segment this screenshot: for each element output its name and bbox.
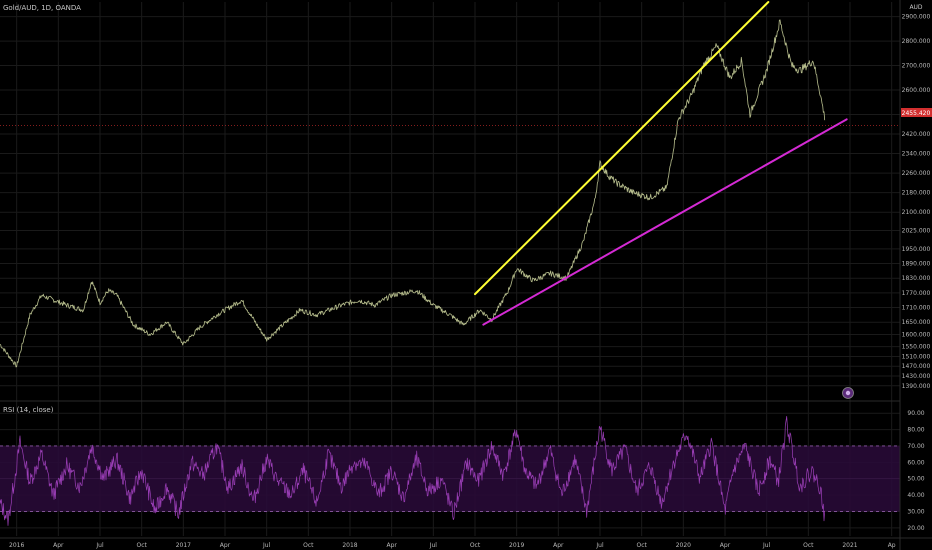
- time-tick-label: Jul: [262, 542, 271, 549]
- price-tick-label: 1830.000: [902, 275, 931, 282]
- price-axis[interactable]: 2900.0002800.0002700.0002600.0002500.000…: [902, 14, 931, 390]
- rsi-tick-label: 60.00: [907, 459, 924, 466]
- price-tick-label: 2340.000: [902, 151, 931, 158]
- chart-title: Gold/AUD, 1D, OANDA: [3, 4, 81, 12]
- rsi-tick-label: 80.00: [907, 427, 924, 434]
- last-price-value: 2455.420: [902, 110, 931, 117]
- time-tick-label: 2017: [176, 542, 191, 549]
- last-price-tag: 2455.420: [901, 108, 932, 117]
- time-tick-label: 2020: [676, 542, 691, 549]
- time-tick-label: Oct: [303, 542, 314, 549]
- time-tick-label: Apr: [220, 542, 231, 549]
- time-tick-label: Jul: [95, 542, 104, 549]
- price-tick-label: 2800.000: [902, 38, 931, 45]
- rsi-plot[interactable]: [0, 415, 826, 526]
- time-tick-label: Oct: [636, 542, 647, 549]
- price-tick-label: 1710.000: [902, 305, 931, 312]
- price-tick-label: 2180.000: [902, 190, 931, 197]
- rsi-tick-label: 90.00: [907, 410, 924, 417]
- time-tick-label: 2016: [9, 542, 24, 549]
- time-tick-label: Ap: [888, 542, 896, 549]
- price-tick-label: 1470.000: [902, 363, 931, 370]
- price-tick-label: 1770.000: [902, 290, 931, 297]
- price-tick-label: 1430.000: [902, 373, 931, 380]
- lower-trendline[interactable]: [482, 118, 848, 326]
- price-tick-label: 1890.000: [902, 261, 931, 268]
- price-tick-label: 2420.000: [902, 131, 931, 138]
- time-tick-label: Apr: [553, 542, 564, 549]
- time-tick-label: Apr: [386, 542, 397, 549]
- price-tick-label: 2600.000: [902, 87, 931, 94]
- price-tick-label: 1550.000: [902, 344, 931, 351]
- rsi-tick-label: 20.00: [907, 525, 924, 532]
- price-tick-label: 2260.000: [902, 170, 931, 177]
- rsi-tick-label: 40.00: [907, 492, 924, 499]
- upper-trendline[interactable]: [474, 1, 770, 296]
- time-tick-label: Oct: [803, 542, 814, 549]
- price-tick-label: 1600.000: [902, 331, 931, 338]
- rsi-tick-label: 70.00: [907, 443, 924, 450]
- time-tick-label: Jul: [429, 542, 438, 549]
- rsi-tick-label: 30.00: [907, 508, 924, 515]
- rsi-label: RSI (14, close): [3, 406, 54, 414]
- earnings-event-icon[interactable]: [842, 387, 854, 399]
- price-tick-label: 1510.000: [902, 353, 931, 360]
- last-price-tag-bg: [901, 108, 932, 117]
- time-tick-label: 2021: [842, 542, 857, 549]
- time-tick-label: Oct: [470, 542, 481, 549]
- time-tick-label: Jul: [762, 542, 771, 549]
- time-tick-label: 2018: [342, 542, 357, 549]
- price-tick-label: 2900.000: [902, 14, 931, 21]
- price-tick-label: 2100.000: [902, 209, 931, 216]
- price-series-line[interactable]: [0, 19, 826, 368]
- price-tick-label: 1650.000: [902, 319, 931, 326]
- price-plot[interactable]: [0, 19, 900, 368]
- time-tick-label: 2019: [509, 542, 524, 549]
- price-tick-label: 1390.000: [902, 383, 931, 390]
- time-tick-label: Jul: [595, 542, 604, 549]
- trendlines[interactable]: [474, 1, 848, 326]
- time-tick-label: Oct: [136, 542, 147, 549]
- rsi-axis[interactable]: 90.00 80.00 70.00 60.00 50.00 40.00 30.00 20.00: [907, 410, 924, 532]
- price-tick-label: 2700.000: [902, 63, 931, 70]
- rsi-tick-label: 50.00: [907, 476, 924, 483]
- rsi-series-line[interactable]: [0, 415, 826, 526]
- time-tick-label: Apr: [53, 542, 64, 549]
- time-axis[interactable]: 2016 Apr Jul Oct 2017 Apr Jul Oct 2018 Apr Jul Oct 2…: [9, 542, 896, 549]
- price-tick-label: 1950.000: [902, 246, 931, 253]
- price-tick-label: 2025.000: [902, 228, 931, 235]
- currency-label: AUD: [909, 4, 922, 11]
- time-tick-label: Apr: [720, 542, 731, 549]
